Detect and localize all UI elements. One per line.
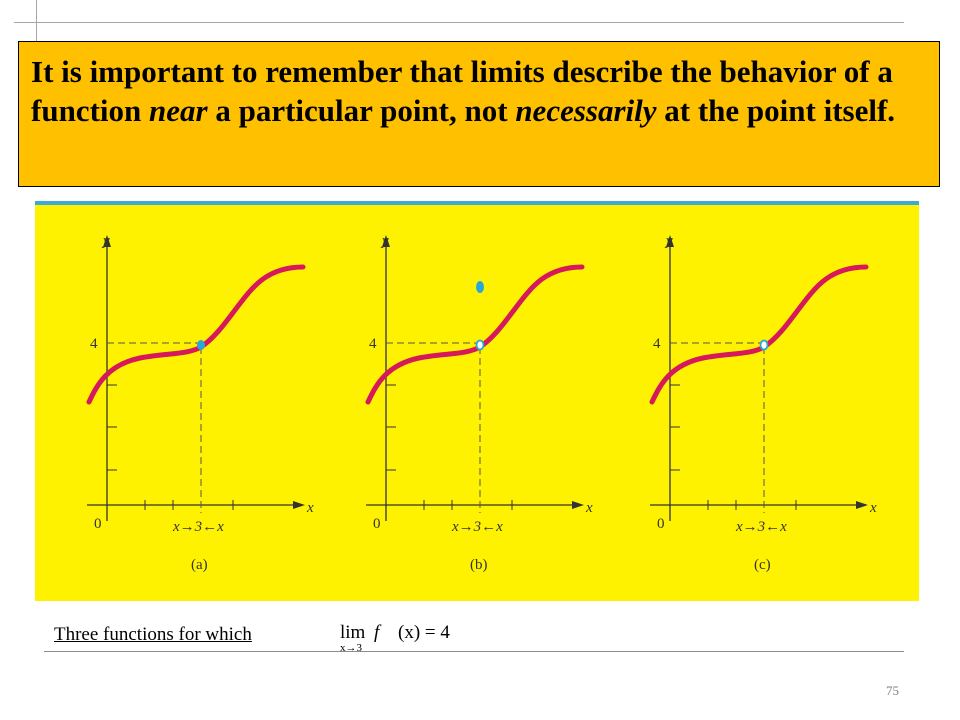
lim-subscript: x→3 — [340, 642, 362, 654]
y-tick-label-4: 4 — [369, 336, 377, 352]
x-axis-arrow — [572, 501, 584, 509]
limit-expression: lim x→3 f (x) = 4 — [336, 616, 466, 656]
x-axis-label: x — [306, 500, 314, 516]
limit-value: (x) = 4 — [398, 622, 450, 643]
panel-2: y x 0 4 x→3←x (b) — [365, 233, 593, 573]
y-axis-label: y — [380, 233, 389, 249]
y-axis-arrow — [666, 235, 674, 247]
callout-text-3: at the point itself. — [656, 93, 896, 128]
filled-point — [197, 340, 205, 350]
panel-1: y x 0 4 x→3←x (a) — [86, 233, 314, 573]
function-name: f — [374, 622, 380, 643]
x-approach-label: x→3←x — [451, 519, 503, 535]
callout-text-1: It is important to remember that limits … — [31, 54, 893, 128]
y-axis-arrow — [103, 235, 111, 247]
panel-label: (c) — [754, 557, 771, 573]
hollow-point — [759, 339, 769, 351]
panel-label: (a) — [191, 557, 208, 573]
x-axis-arrow — [856, 501, 868, 509]
figure-caption: Three functions for which — [54, 624, 252, 645]
x-axis-label: x — [869, 500, 877, 516]
callout-emphasis-near: near — [149, 93, 208, 128]
y-axis-label: y — [664, 233, 673, 249]
x-axis-label: x — [585, 500, 593, 516]
callout-text-2: a particular point, not — [207, 93, 516, 128]
function-curve — [649, 264, 869, 405]
hollow-point — [475, 339, 485, 351]
x-axis-arrow — [293, 501, 305, 509]
page-number: 75 — [886, 683, 899, 698]
y-axis-label: y — [101, 233, 110, 249]
callout-box: It is important to remember that limits … — [18, 41, 940, 187]
function-curve — [86, 264, 306, 405]
y-axis-arrow — [382, 235, 390, 247]
y-tick-label-4: 4 — [653, 336, 661, 352]
limits-figure: y x 0 4 x→3←x (a) y x 0 4 x→3←x (b) y x 0 4 x→3←x (c) — [35, 201, 919, 601]
caption-rule — [44, 651, 904, 652]
function-curve — [365, 264, 585, 405]
origin-label: 0 — [373, 516, 381, 532]
lim-symbol: lim — [340, 622, 366, 643]
isolated-point — [476, 281, 484, 293]
panel-label: (b) — [470, 557, 488, 573]
callout-emphasis-necessarily: necessarily — [515, 93, 657, 128]
x-approach-label: x→3←x — [172, 519, 224, 535]
origin-label: 0 — [94, 516, 102, 532]
x-approach-label: x→3←x — [735, 519, 787, 535]
panel-3: y x 0 4 x→3←x (c) — [649, 233, 877, 573]
limits-figure-svg: y x 0 4 x→3←x (a) y x 0 4 x→3←x (b) y x 0 4 x→3←x (c) — [86, 233, 877, 573]
y-tick-label-4: 4 — [90, 336, 98, 352]
origin-label: 0 — [657, 516, 665, 532]
decorative-horizontal-line — [14, 22, 904, 23]
